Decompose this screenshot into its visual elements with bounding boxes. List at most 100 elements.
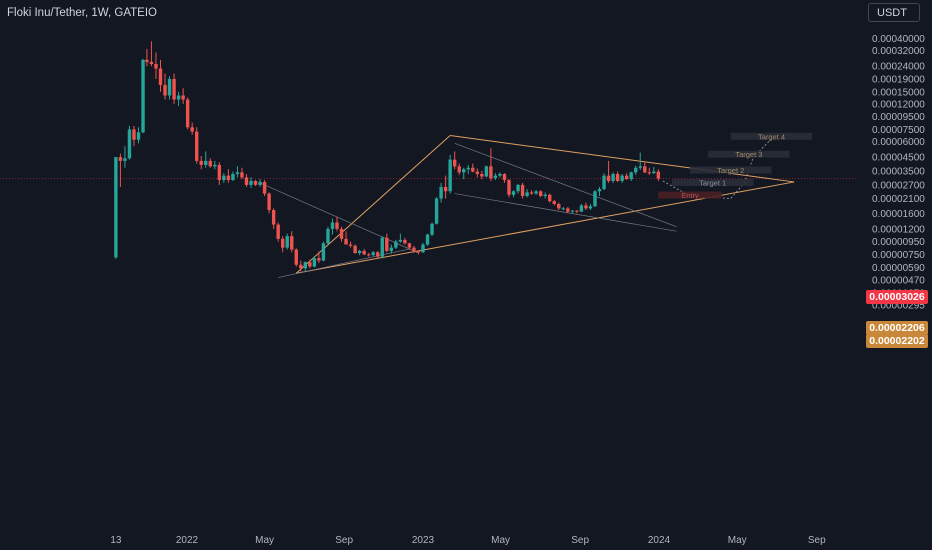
candle-down[interactable] — [403, 239, 407, 244]
candle-down[interactable] — [244, 177, 249, 185]
candle-up[interactable] — [516, 184, 520, 192]
candle-down[interactable] — [552, 201, 556, 204]
candle-down[interactable] — [507, 180, 511, 195]
candle-up[interactable] — [136, 132, 141, 140]
candle-up[interactable] — [389, 247, 394, 251]
candle-down[interactable] — [643, 166, 647, 173]
candle-down[interactable] — [335, 222, 339, 229]
candle-down[interactable] — [480, 173, 484, 177]
candle-down[interactable] — [339, 228, 344, 239]
candle-up[interactable] — [579, 205, 584, 212]
candle-down[interactable] — [538, 191, 543, 196]
target-1-zone[interactable] — [671, 179, 754, 187]
candle-down[interactable] — [376, 252, 380, 257]
candle-up[interactable] — [204, 160, 208, 165]
candle-up[interactable] — [629, 172, 633, 180]
candle-up[interactable] — [123, 158, 127, 161]
candle-down[interactable] — [149, 61, 154, 65]
candle-up[interactable] — [213, 164, 217, 167]
candle-up[interactable] — [330, 222, 335, 229]
candle-up[interactable] — [543, 194, 547, 196]
candle-down[interactable] — [317, 258, 321, 261]
candle-up[interactable] — [127, 129, 132, 159]
trend-line[interactable] — [278, 248, 410, 278]
candle-down[interactable] — [181, 95, 185, 100]
candle-down[interactable] — [452, 159, 457, 167]
candle-down[interactable] — [362, 250, 366, 255]
candle-up[interactable] — [430, 223, 434, 235]
candle-up[interactable] — [231, 173, 235, 181]
candle-down[interactable] — [647, 172, 652, 174]
candle-down[interactable] — [290, 236, 294, 250]
candle-down[interactable] — [158, 68, 163, 85]
candle-down[interactable] — [520, 184, 525, 196]
candle-up[interactable] — [593, 191, 597, 207]
candle-down[interactable] — [308, 262, 312, 267]
candle-up[interactable] — [466, 167, 470, 170]
candle-up[interactable] — [434, 198, 439, 224]
candle-down[interactable] — [656, 171, 661, 179]
candle-down[interactable] — [385, 237, 389, 251]
candle-down[interactable] — [163, 84, 167, 96]
candle-up[interactable] — [439, 186, 443, 199]
candle-down[interactable] — [190, 127, 194, 132]
candle-up[interactable] — [484, 166, 489, 177]
candle-down[interactable] — [226, 175, 231, 181]
candle-down[interactable] — [118, 157, 123, 161]
candle-up[interactable] — [371, 252, 375, 256]
candle-down[interactable] — [154, 64, 158, 69]
candle-down[interactable] — [457, 166, 461, 173]
candle-down[interactable] — [353, 245, 357, 253]
target-2-zone[interactable] — [690, 166, 772, 174]
candle-up[interactable] — [326, 228, 330, 244]
candle-down[interactable] — [624, 175, 629, 180]
candle-up[interactable] — [462, 169, 466, 173]
candle-down[interactable] — [475, 171, 480, 174]
candle-down[interactable] — [172, 78, 176, 100]
candle-down[interactable] — [584, 205, 588, 209]
target-3-zone[interactable] — [708, 150, 790, 158]
candle-up[interactable] — [394, 241, 398, 248]
candle-up[interactable] — [588, 206, 593, 209]
candle-up[interactable] — [561, 208, 566, 210]
candle-down[interactable] — [407, 243, 412, 248]
candle-up[interactable] — [303, 262, 308, 269]
candle-up[interactable] — [511, 191, 516, 195]
candle-up[interactable] — [141, 59, 145, 133]
candle-up[interactable] — [498, 173, 502, 176]
candle-down[interactable] — [502, 173, 507, 181]
candle-down[interactable] — [267, 193, 271, 210]
candle-up[interactable] — [620, 175, 624, 181]
candle-up[interactable] — [312, 258, 317, 267]
candle-up[interactable] — [235, 172, 240, 174]
candle-up[interactable] — [525, 192, 529, 196]
candle-up[interactable] — [222, 175, 226, 181]
candle-down[interactable] — [280, 238, 285, 248]
candle-up[interactable] — [167, 78, 172, 96]
candle-down[interactable] — [575, 210, 579, 212]
candle-up[interactable] — [380, 237, 384, 257]
triangle-resistance-line[interactable] — [450, 135, 795, 183]
candle-up[interactable] — [114, 157, 118, 258]
candle-down[interactable] — [199, 160, 203, 165]
candle-up[interactable] — [570, 210, 575, 212]
candle-down[interactable] — [208, 160, 212, 167]
candle-down[interactable] — [294, 249, 298, 265]
candle-down[interactable] — [548, 194, 552, 202]
candle-down[interactable] — [344, 238, 348, 245]
candle-down[interactable] — [366, 254, 371, 256]
candle-down[interactable] — [566, 208, 570, 212]
candle-down[interactable] — [271, 209, 276, 225]
currency-selector-button[interactable]: USDT — [868, 3, 920, 22]
candle-up[interactable] — [425, 234, 430, 245]
trend-line[interactable] — [259, 182, 419, 254]
candle-down[interactable] — [240, 172, 244, 178]
candle-down[interactable] — [253, 180, 258, 185]
candle-up[interactable] — [249, 180, 253, 185]
candle-up[interactable] — [285, 236, 289, 248]
candle-down[interactable] — [606, 175, 611, 181]
candle-up[interactable] — [421, 244, 425, 253]
candle-down[interactable] — [471, 167, 475, 172]
